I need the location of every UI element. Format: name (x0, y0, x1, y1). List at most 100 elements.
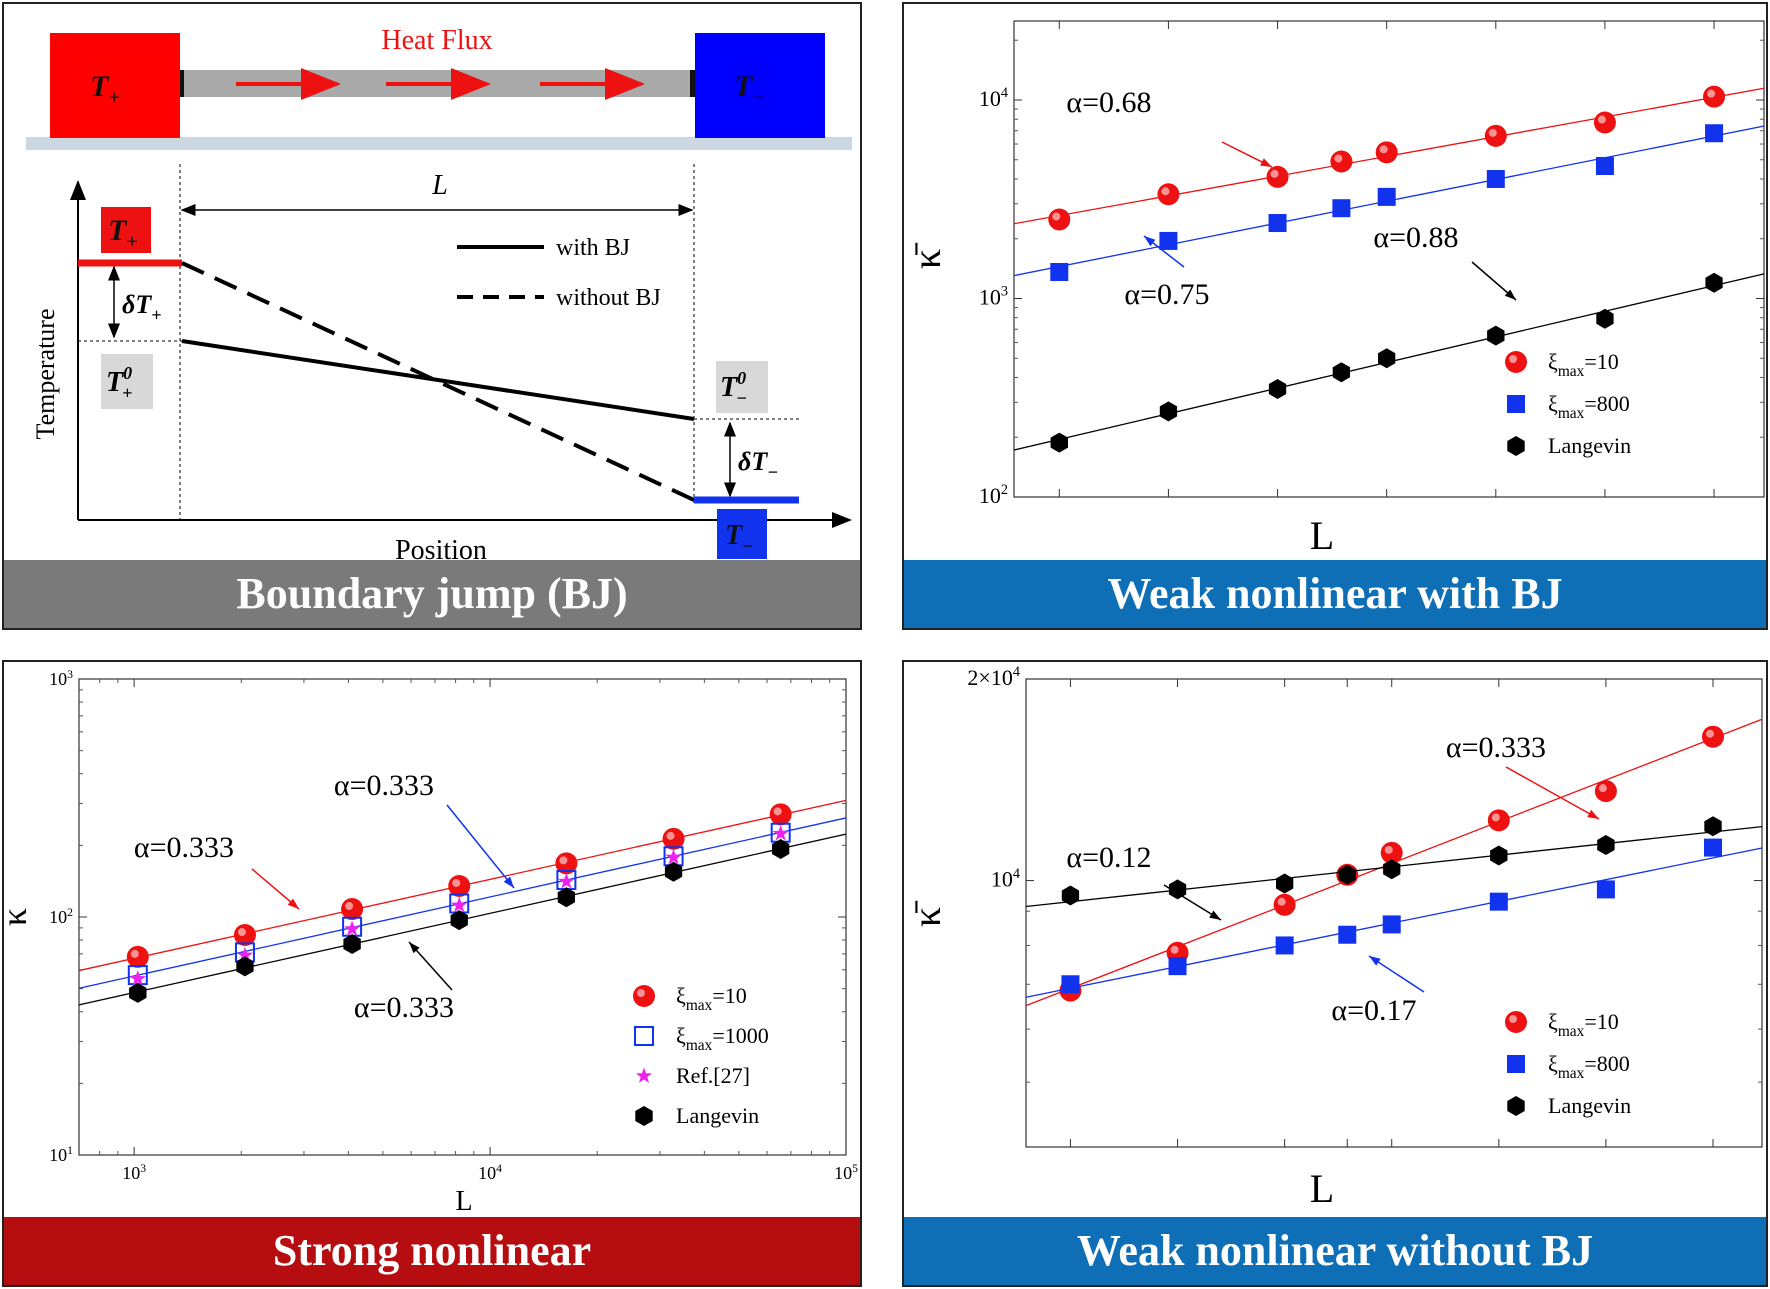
data-point-series-1 (1168, 957, 1187, 976)
data-point-series-2 (558, 873, 575, 889)
data-point-series-0-highlight (1384, 845, 1393, 854)
data-point-series-1 (1486, 169, 1505, 188)
data-point-series-0 (1484, 124, 1507, 147)
y-tick-label: 2×104 (967, 664, 1020, 690)
legend-label: ξmax=10 (1548, 1009, 1619, 1040)
data-point-series-3 (343, 934, 361, 954)
alpha-label: α=0.333 (134, 831, 234, 864)
legend-marker (633, 985, 655, 1007)
data-point-series-1 (1377, 187, 1396, 206)
alpha-label: α=0.75 (1124, 278, 1209, 311)
data-point-series-2 (236, 946, 253, 963)
alpha-label: α=0.333 (334, 769, 434, 802)
data-point-series-1 (1050, 262, 1069, 281)
legend-label: ξmax=800 (1548, 1051, 1630, 1082)
data-point-series-0 (1594, 780, 1617, 803)
data-point-series-3 (664, 861, 683, 882)
data-point-series-1 (1061, 975, 1080, 994)
data-point-series-1 (1382, 915, 1401, 934)
cold-reservoir (695, 33, 825, 138)
boundary-jump-panel: T+ T− Heat Flux Temperature Position L w… (2, 2, 862, 630)
alpha-arrow (1505, 766, 1600, 820)
data-point-series-0-highlight (1597, 115, 1606, 124)
boundary-jump-diagram: T+ T− Heat Flux Temperature Position L w… (26, 25, 852, 566)
data-point-series-0-highlight (1379, 145, 1388, 154)
alpha-arrowhead (1209, 910, 1221, 920)
alpha-arrowhead (503, 876, 514, 888)
with-bj-line (181, 339, 695, 421)
data-point-series-2 (1276, 873, 1294, 894)
data-point-series-0-highlight (452, 878, 461, 887)
data-point-series-0 (1157, 183, 1180, 206)
data-point-series-0 (126, 945, 149, 968)
data-point-series-2 (1338, 864, 1356, 885)
y-axis-label: κ̄ (904, 242, 949, 269)
hot-reservoir (50, 33, 180, 138)
data-point-series-0-highlight (1705, 729, 1714, 738)
legend-marker-highlight (1509, 1015, 1517, 1023)
alpha-label: α=0.68 (1066, 86, 1151, 119)
legend-label: Ref.[27] (676, 1063, 750, 1088)
strong-nonlinear-panel: 101 102 103 103 104 105 κ Lα=0.333 α=0.333 α=0.33… (2, 660, 862, 1287)
y-tick-label: 101 (49, 1144, 73, 1165)
y-axis-label: Temperature (31, 309, 60, 440)
data-point-series-0 (1487, 809, 1510, 832)
data-point-series-2 (1597, 835, 1615, 855)
alpha-arrowhead (1587, 809, 1599, 819)
data-point-series-1 (1705, 124, 1724, 143)
panel-banner: Weak nonlinear with BJ (904, 560, 1766, 628)
x-axis-label: L (1310, 513, 1334, 558)
data-point-series-0-highlight (1161, 187, 1170, 196)
data-point-series-3 (772, 839, 790, 859)
x-tick-label: 103 (122, 1162, 146, 1183)
data-point-series-0-highlight (237, 928, 246, 937)
panel-banner: Weak nonlinear without BJ (904, 1217, 1766, 1285)
alpha-label: α=0.333 (354, 991, 454, 1024)
panel-banner: Strong nonlinear (4, 1217, 860, 1285)
svg-text:δT−: δT− (738, 447, 778, 482)
x-axis-label: L (455, 1186, 472, 1217)
data-point-series-1 (1338, 925, 1357, 944)
legend-label: ξmax=800 (1548, 391, 1630, 422)
legend-marker (1505, 1011, 1527, 1033)
legend-marker (1507, 1096, 1525, 1116)
data-point-series-1 (1595, 157, 1614, 176)
data-point-series-0-highlight (1707, 89, 1716, 98)
data-point-series-1 (1332, 199, 1351, 218)
alpha-arrowhead (1144, 236, 1156, 247)
data-point-series-2 (1050, 432, 1068, 453)
data-point-series-2 (129, 970, 146, 986)
data-point-series-0 (1703, 85, 1726, 108)
legend-label: ξmax=10 (1548, 349, 1619, 380)
y-axis-label: κ̄ (904, 900, 949, 927)
data-point-series-0 (341, 898, 364, 921)
data-point-series-0-highlight (345, 902, 354, 911)
data-point-series-2 (1268, 379, 1287, 399)
alpha-arrowhead (287, 898, 299, 909)
data-point-series-2 (1061, 885, 1080, 906)
data-point-series-2 (1705, 272, 1723, 293)
alpha-arrowhead (1369, 956, 1381, 966)
without-bj-line (181, 261, 695, 502)
alpha-arrow (446, 804, 515, 889)
legend-marker (1505, 351, 1527, 373)
panel-banner: Boundary jump (BJ) (4, 560, 860, 628)
x-tick-label: 104 (478, 1162, 502, 1183)
data-point-series-2 (1704, 816, 1722, 837)
y-tick-label: 103 (979, 284, 1008, 310)
length-label: L (431, 170, 448, 201)
data-point-series-2 (1383, 859, 1401, 880)
data-point-series-2 (772, 825, 789, 841)
data-point-series-0-highlight (1488, 128, 1497, 137)
alpha-arrowhead (1260, 158, 1272, 167)
plot-frame (1013, 20, 1765, 498)
legend-label: Langevin (1548, 1093, 1631, 1118)
data-point-series-2 (1168, 879, 1187, 900)
data-point-series-2 (1378, 348, 1396, 369)
data-point-series-0-highlight (773, 807, 782, 816)
y-tick-label: 102 (49, 906, 73, 927)
data-point-series-0 (1593, 111, 1616, 134)
base-plate (26, 137, 852, 150)
data-point-series-0 (1266, 165, 1289, 188)
